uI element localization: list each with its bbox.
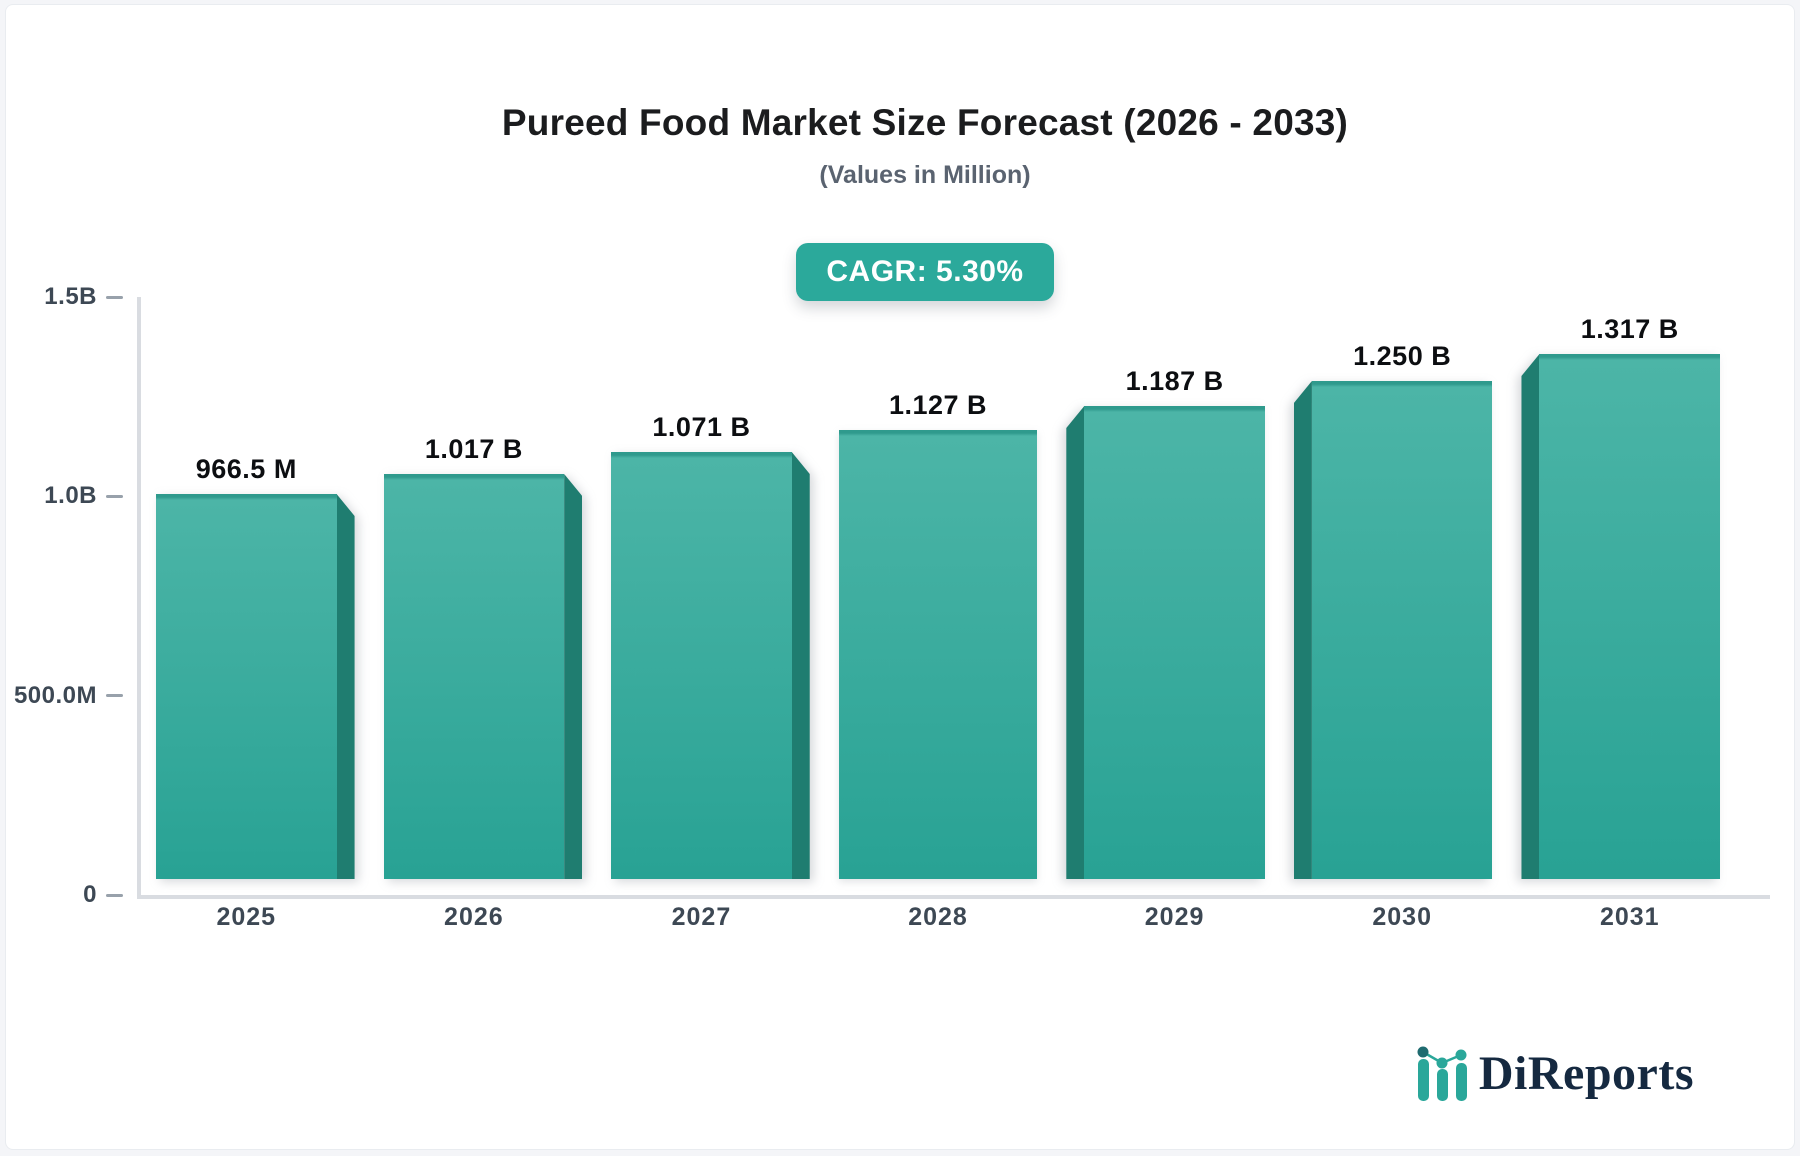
bar-2029	[1066, 406, 1265, 879]
y-tick-1.5B: 1.5B	[6, 282, 137, 312]
y-tick-label: 1.0B	[44, 482, 97, 510]
y-axis: 0 500.0M 1.0B 1.5B	[6, 283, 137, 908]
y-tick-dash	[106, 494, 123, 498]
bar-face	[156, 494, 337, 879]
chart-card: Pureed Food Market Size Forecast (2026 -…	[5, 4, 1795, 1150]
bar-2026	[383, 474, 583, 879]
bar-2025	[156, 494, 355, 879]
mini-bar-line-chart-icon	[1417, 1046, 1467, 1101]
bars-container: 966.5 M 2025 1.017 B 2026 1.071 B 2027 1.127 B…	[156, 279, 1721, 931]
bar-3d-side	[336, 494, 355, 879]
x-axis-label-2026: 2026	[444, 903, 504, 931]
bar-3d-side	[1066, 406, 1085, 879]
bar-face	[1311, 381, 1493, 879]
bar-face	[611, 452, 792, 879]
x-axis-label-2031: 2031	[1599, 903, 1660, 931]
bar-value-label: 1.317 B	[1580, 314, 1679, 344]
bar-group-2031: 1.317 B 2031	[1521, 314, 1721, 931]
bar-value-label: 1.187 B	[1125, 366, 1224, 396]
y-tick-label: 500.0M	[13, 681, 97, 709]
y-tick-dash	[106, 694, 123, 698]
direports-logo: DiReports	[1415, 1043, 1694, 1103]
bar-2028	[838, 430, 1038, 879]
bar-group-2025: 966.5 M 2025	[156, 454, 355, 931]
y-tick-1.0B: 1.0B	[6, 481, 137, 511]
chart-header: Pureed Food Market Size Forecast (2026 -…	[56, 5, 1794, 301]
bar-face	[838, 430, 1038, 879]
chart-subtitle: (Values in Million)	[819, 161, 1031, 189]
x-axis-label-2025: 2025	[216, 903, 277, 931]
x-axis-label-2028: 2028	[908, 903, 968, 931]
x-axis-label-2029: 2029	[1144, 903, 1205, 931]
bar-2030	[1293, 381, 1493, 879]
chart-title: Pureed Food Market Size Forecast (2026 -…	[501, 102, 1349, 143]
bar-value-label: 1.127 B	[888, 390, 988, 420]
y-tick-label: 1.5B	[44, 283, 97, 310]
bar-face	[1539, 354, 1721, 879]
y-tick-0: 0	[6, 880, 137, 910]
bar-3d-side	[791, 452, 810, 879]
x-axis-label-2027: 2027	[671, 903, 732, 931]
bar-value-label: 1.017 B	[424, 434, 523, 464]
bar-face	[383, 474, 565, 879]
bar-group-2030: 1.250 B 2030	[1293, 341, 1493, 931]
plot-area	[137, 297, 1770, 899]
bar-group-2029: 1.187 B 2029	[1066, 366, 1265, 931]
y-tick-500.0M: 500.0M	[6, 681, 137, 711]
logo-text: DiReports	[1478, 1046, 1694, 1100]
bar-3d-side	[564, 474, 583, 879]
y-tick-dash	[106, 893, 123, 897]
bar-group-2027: 1.071 B 2027	[611, 412, 810, 931]
bar-2027	[611, 452, 810, 879]
x-axis-label-2030: 2030	[1372, 903, 1432, 931]
bar-value-label: 966.5 M	[195, 454, 297, 484]
bar-group-2026: 1.017 B 2026	[383, 434, 583, 931]
bar-2031	[1521, 354, 1721, 879]
y-tick-label: 0	[83, 881, 97, 908]
bar-3d-side	[1521, 354, 1540, 879]
bar-face	[1084, 406, 1265, 879]
bar-group-2028: 1.127 B 2028	[838, 390, 1038, 931]
y-tick-dash	[106, 295, 123, 299]
bar-value-label: 1.250 B	[1353, 341, 1452, 371]
bar-value-label: 1.071 B	[652, 412, 751, 442]
bar-3d-side	[1293, 381, 1312, 879]
cagr-badge: CAGR: 5.30%	[796, 243, 1054, 301]
